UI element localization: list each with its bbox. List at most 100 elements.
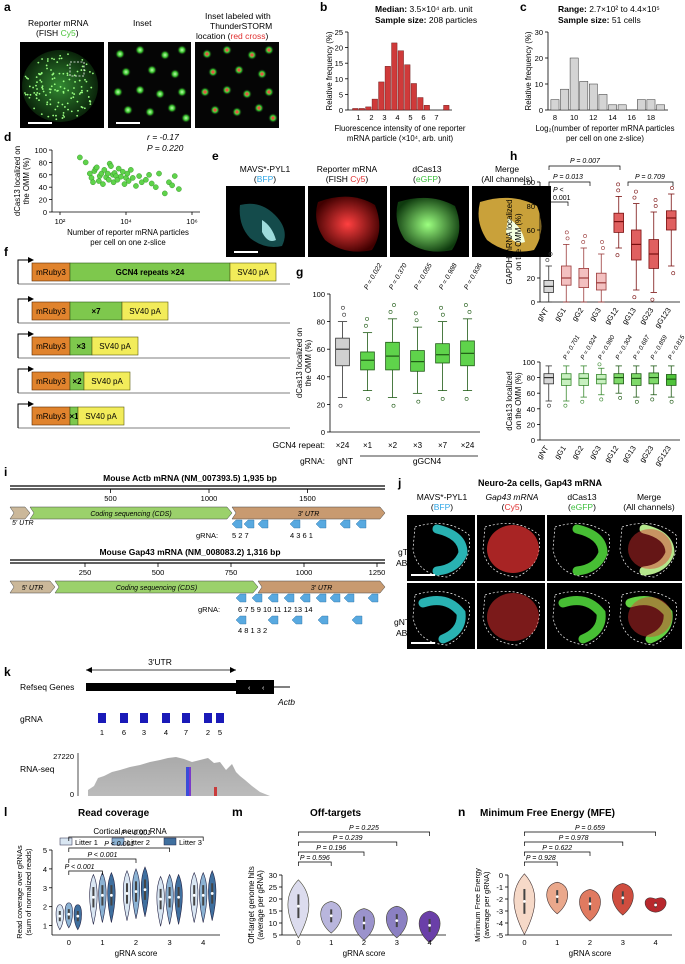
y-tick-label: 10	[269, 919, 277, 928]
particle	[55, 118, 57, 120]
violin-median	[297, 905, 300, 908]
particle	[58, 102, 60, 104]
panel-i: i Mouse Actb mRNA (NM_007393.5) 1,935 bp…	[4, 465, 385, 635]
y-tick-label: 0	[531, 436, 535, 445]
outlier	[441, 397, 444, 400]
promoter-arrowhead	[28, 257, 34, 263]
x-tick-label: 8	[553, 113, 557, 122]
inset-spot	[177, 87, 187, 97]
violin-median	[144, 888, 147, 891]
y-tick-label: 20	[335, 44, 343, 53]
y-axis-label: dCas13 localized on	[13, 146, 22, 216]
y-tick-label: 15	[269, 907, 277, 916]
ruler-label: 250	[79, 568, 92, 577]
y-tick-label: 4	[43, 865, 47, 874]
p-value: P = 0.596	[300, 855, 330, 862]
panel-j-row1: gT	[398, 547, 408, 557]
panel-d-p: P = 0.220	[147, 143, 184, 153]
particle	[56, 61, 58, 63]
y-tick-label: 10	[335, 75, 343, 84]
scatter-point	[143, 177, 148, 182]
particle	[81, 59, 83, 61]
y-axis-label: the OMM (%)	[22, 157, 31, 204]
box	[631, 374, 641, 386]
panel-a-title-2: (FISH Cy5)	[36, 28, 79, 38]
panel-j-c2-l2: (Cy5)	[502, 502, 523, 512]
y-tick-label: 30	[535, 28, 543, 37]
gcn4-label: ×1	[69, 412, 79, 421]
panel-j-c2-l1: Gap43 mRNA	[486, 492, 539, 502]
guide-arrow	[318, 616, 328, 624]
particle	[80, 92, 82, 94]
x-tick-label: 0	[296, 938, 300, 947]
particle	[50, 89, 52, 91]
chart-b: 0510152025Relative frequency (%)1 2 3 4 5 6 7F…	[325, 28, 466, 143]
x-tick-label: gG3	[587, 444, 603, 461]
x-axis-label: gRNA score	[569, 949, 612, 958]
x-tick-label: 4	[395, 113, 399, 122]
particle	[41, 87, 43, 89]
panel-d: d r = -0.17 P = 0.220 020406080100dCas13…	[4, 130, 200, 247]
inset-spot	[147, 65, 157, 75]
y-axis-label: Relative frequency (%)	[325, 31, 334, 110]
y-tick-label: 100	[522, 178, 535, 187]
p-bracket	[549, 202, 568, 206]
cds-segment-label: Coding sequencing (CDS)	[90, 511, 171, 518]
particle	[41, 73, 43, 75]
x-tick-label: 4	[201, 938, 205, 947]
panel-letter-l: l	[4, 805, 7, 819]
violin-median	[211, 892, 214, 895]
box	[436, 344, 450, 363]
outlier	[564, 404, 567, 407]
panel-c-range: Range: 2.7×10² to 4.4×10⁵	[558, 4, 660, 14]
particle	[36, 97, 38, 99]
repeat-label: ×7	[438, 441, 448, 450]
y-tick-label: 100	[312, 290, 325, 299]
p-value: P = 0.370	[388, 262, 409, 291]
p-value: P = 0.978	[559, 835, 589, 842]
particle	[62, 73, 64, 75]
y-tick-label: 100	[34, 146, 47, 155]
y-axis-label: Relative frequency (%)	[524, 31, 533, 110]
promoter-arrowhead	[28, 331, 34, 337]
particle	[73, 93, 75, 95]
particle	[55, 115, 57, 117]
histogram-bar	[637, 100, 645, 110]
inset-spot	[135, 85, 145, 95]
panel-g-ggcn4: gGCN4	[413, 456, 442, 466]
p-bracket	[298, 842, 396, 846]
guide-arrow	[330, 594, 340, 602]
histogram-bar	[405, 65, 411, 110]
panel-e-c4-l1: Merge	[495, 164, 519, 174]
x-tick-label: 12	[589, 113, 597, 122]
panel-k: k 3′UTR Refseq Genes ‹ ‹ Actb gRNA 16347…	[4, 657, 295, 799]
chart-d: 020406080100dCas13 localized on the OMM (…	[13, 146, 200, 247]
violin-median	[330, 914, 333, 917]
y-tick-label: 0	[531, 298, 535, 307]
particle	[53, 58, 55, 60]
guide-arrow	[232, 520, 242, 528]
x-tick-label: 5	[408, 113, 412, 122]
x-tick-label: 10	[570, 113, 578, 122]
chart-c: 0102030Relative frequency (%)8 10 12 14 16 18…	[524, 28, 675, 143]
panel-j-c4-l1: Merge	[637, 492, 661, 502]
ruler-label: 1000	[296, 568, 313, 577]
particle	[63, 112, 65, 114]
violin-median	[92, 896, 95, 899]
particle	[52, 115, 54, 117]
y-tick-label: 0	[339, 106, 343, 115]
sv40-label: SV40 pA	[91, 377, 123, 386]
y-tick-label: 100	[522, 358, 535, 367]
particle	[54, 83, 56, 85]
x-tick-label: gG2	[570, 306, 586, 323]
panel-a-right-3: location (red cross)	[196, 31, 268, 41]
p-value: P = 0.709	[635, 174, 665, 181]
outlier	[598, 363, 601, 366]
outlier	[364, 324, 367, 327]
box	[361, 352, 375, 370]
scatter-point	[156, 171, 161, 176]
guide-arrow	[316, 594, 326, 602]
outlier	[654, 204, 657, 207]
panel-k-refseq: Refseq Genes	[20, 682, 74, 692]
